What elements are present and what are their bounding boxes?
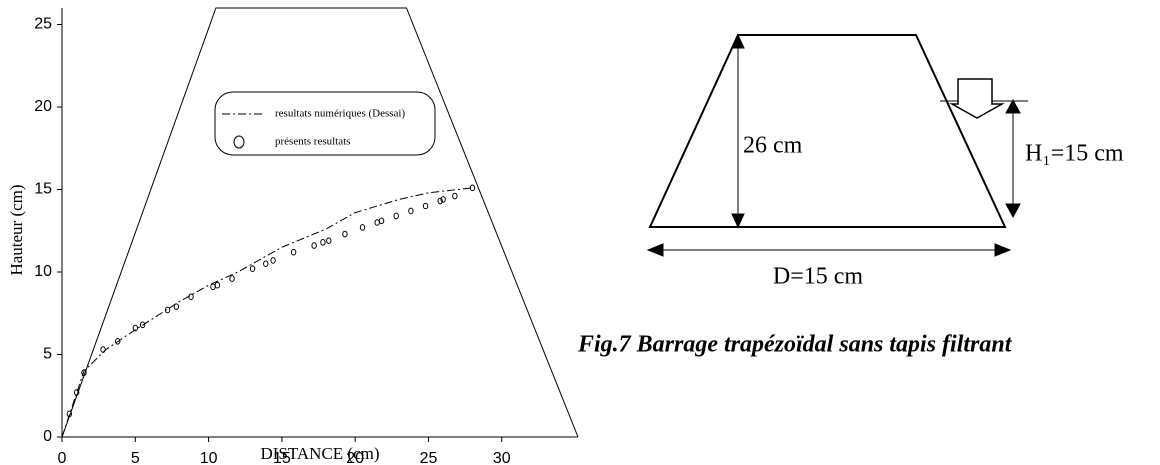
data-point [263, 260, 269, 268]
base-label: D=15 cm [773, 264, 864, 290]
data-line [61, 187, 473, 438]
data-point [452, 192, 458, 200]
dimension-arrows [646, 33, 1028, 257]
y-tick-label: 10 [34, 263, 52, 280]
x-tick-label: 5 [131, 450, 140, 465]
data-point [173, 303, 180, 310]
data-point [115, 338, 121, 345]
data-point [342, 230, 348, 238]
legend-label: présents resultats [275, 136, 350, 148]
dam-shape [648, 34, 1007, 228]
data-point [393, 212, 399, 220]
x-tick-label: 0 [58, 450, 67, 465]
water-label: H₁=15 cm [1025, 141, 1124, 167]
caption: Fig.7 Barrage trapézoïdal sans tapis fil… [577, 332, 1013, 358]
data-point [81, 369, 87, 376]
y-tick-label: 20 [34, 98, 52, 115]
data-point [66, 410, 73, 418]
data-point [229, 275, 235, 282]
x-tick-label: 15 [273, 450, 291, 465]
data-point [437, 197, 443, 205]
data-point [249, 265, 256, 273]
data-point [469, 184, 476, 192]
data-point [132, 324, 138, 332]
data-point [408, 207, 414, 215]
y-axis-label: Hauteur (cm) [7, 184, 26, 275]
data-point [270, 257, 276, 264]
data-point [164, 306, 171, 314]
data-point [326, 237, 332, 244]
data-point [188, 293, 194, 301]
data-point [73, 389, 80, 396]
data-point [214, 281, 221, 289]
data-point [440, 196, 446, 203]
data-point [422, 202, 429, 210]
data-point [320, 239, 326, 246]
x-tick-label: 30 [493, 450, 511, 465]
water-arrow [949, 78, 1005, 119]
data-point [311, 242, 317, 249]
data-point [100, 346, 106, 353]
legend-label: resultats numériques (Dessai) [275, 108, 405, 120]
data-point [374, 219, 380, 226]
y-tick-label: 0 [43, 428, 52, 445]
legend-marker [233, 135, 245, 149]
x-tick-label: 20 [346, 450, 364, 465]
data-point [290, 248, 297, 256]
data-point [139, 321, 146, 329]
x-tick-label: 10 [200, 450, 218, 465]
data-point [378, 217, 385, 225]
x-tick-label: 25 [420, 450, 438, 465]
y-tick-label: 15 [34, 181, 52, 198]
dam-outline [61, 7, 579, 438]
legend-box [214, 91, 436, 156]
y-tick-label: 5 [43, 346, 52, 363]
y-tick-label: 25 [34, 16, 52, 33]
x-axis-label: DISTANCE (cm) [260, 444, 379, 463]
data-point [359, 224, 366, 231]
data-point [210, 283, 216, 291]
height-label: 26 cm [743, 133, 803, 159]
